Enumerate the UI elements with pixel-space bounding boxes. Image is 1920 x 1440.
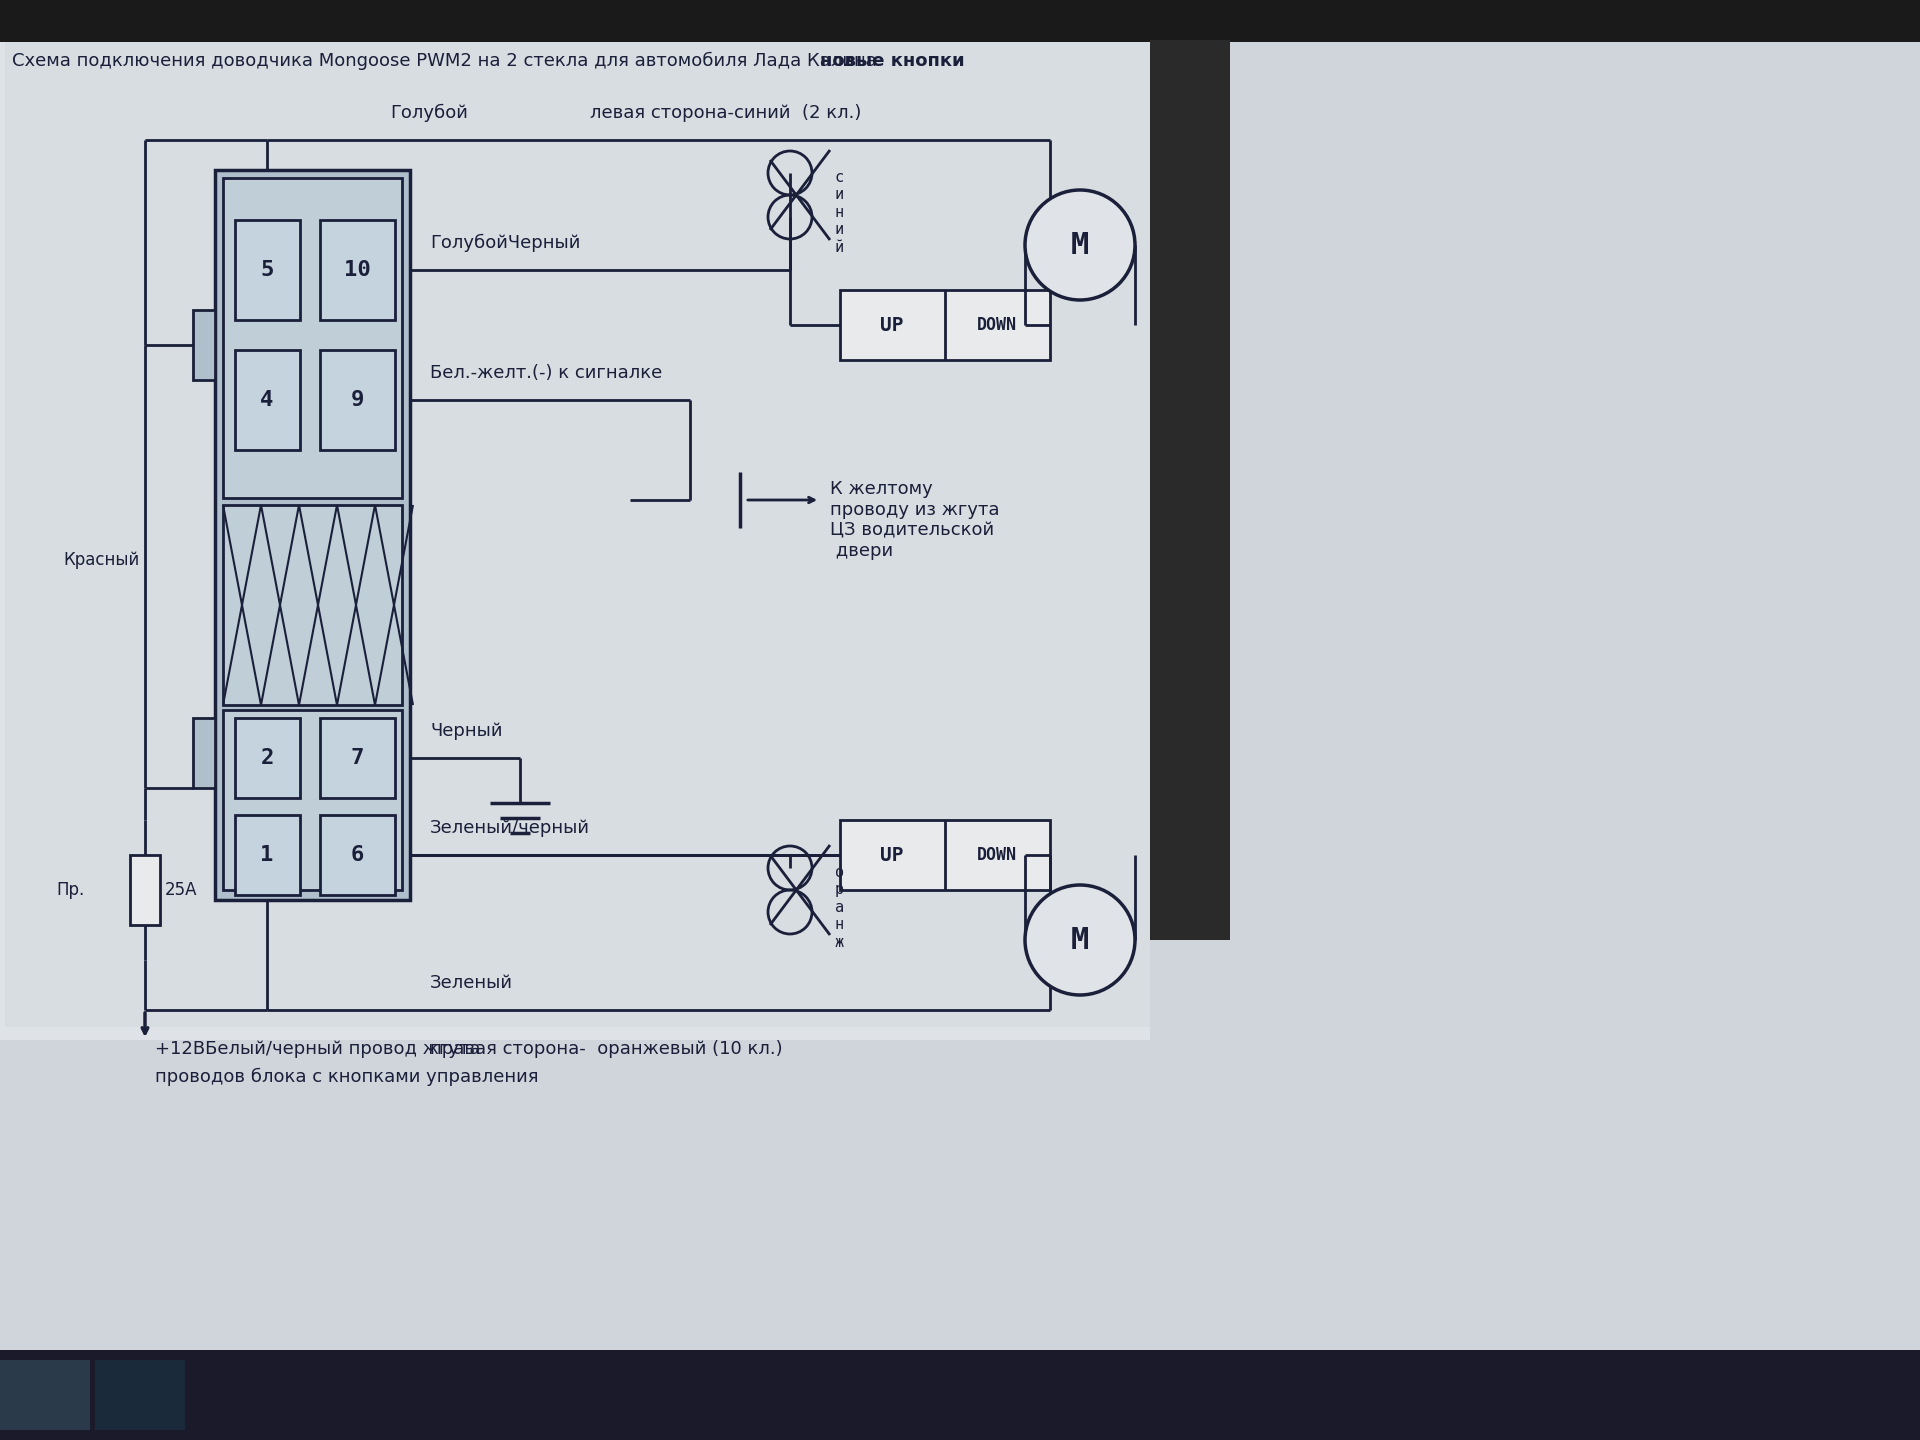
Bar xyxy=(194,719,215,788)
Text: M: M xyxy=(1071,926,1089,955)
Text: DOWN: DOWN xyxy=(977,847,1018,864)
Bar xyxy=(0,1351,1920,1440)
Bar xyxy=(234,220,300,320)
Text: +12ВБелый/черный провод жгута: +12ВБелый/черный провод жгута xyxy=(156,1040,480,1058)
Text: 2: 2 xyxy=(261,747,275,768)
Text: UP: UP xyxy=(879,315,904,334)
Bar xyxy=(223,505,401,706)
Bar xyxy=(94,1359,184,1430)
Text: 1: 1 xyxy=(261,845,275,865)
Bar xyxy=(321,350,396,451)
Bar xyxy=(841,819,1050,890)
Bar xyxy=(131,855,159,924)
Bar xyxy=(223,179,401,498)
Bar xyxy=(234,350,300,451)
Text: о
р
а
н
ж: о р а н ж xyxy=(835,865,845,949)
Bar xyxy=(841,289,1050,360)
Text: 9: 9 xyxy=(349,390,363,410)
Text: левая сторона-синий  (2 кл.): левая сторона-синий (2 кл.) xyxy=(589,104,862,122)
Text: ГолубойЧерный: ГолубойЧерный xyxy=(430,233,580,252)
Text: Голубой: Голубой xyxy=(390,104,468,122)
Bar xyxy=(321,220,396,320)
Text: Красный: Красный xyxy=(63,552,140,569)
Text: правая сторона-  оранжевый (10 кл.): правая сторона- оранжевый (10 кл.) xyxy=(430,1040,783,1058)
Text: Черный: Черный xyxy=(430,721,503,740)
Text: К желтому
проводу из жгута
ЦЗ водительской
 двери: К желтому проводу из жгута ЦЗ водительск… xyxy=(829,480,1000,560)
Text: новые кнопки: новые кнопки xyxy=(820,52,964,71)
Bar xyxy=(0,0,1920,42)
Bar xyxy=(215,170,411,900)
Text: Пр.: Пр. xyxy=(58,881,84,899)
Text: Бел.-желт.(-) к сигналке: Бел.-желт.(-) к сигналке xyxy=(430,364,662,382)
Bar xyxy=(6,42,1150,1027)
Bar xyxy=(223,710,401,890)
Circle shape xyxy=(1025,886,1135,995)
Bar xyxy=(321,719,396,798)
Bar xyxy=(321,815,396,896)
Text: M: M xyxy=(1071,230,1089,259)
Text: с
и
н
и
й: с и н и й xyxy=(835,170,845,255)
Bar xyxy=(234,719,300,798)
Text: 6: 6 xyxy=(349,845,363,865)
Text: DOWN: DOWN xyxy=(977,315,1018,334)
Bar xyxy=(0,1359,90,1430)
Text: 10: 10 xyxy=(344,261,371,279)
Bar xyxy=(1150,40,1231,940)
Text: проводов блока с кнопками управления: проводов блока с кнопками управления xyxy=(156,1068,538,1086)
Text: UP: UP xyxy=(879,845,904,864)
Text: 4: 4 xyxy=(261,390,275,410)
Text: Зеленый/черный: Зеленый/черный xyxy=(430,819,589,837)
Bar xyxy=(234,815,300,896)
Text: 25А: 25А xyxy=(165,881,198,899)
Text: 5: 5 xyxy=(261,261,275,279)
Text: Схема подключения доводчика Mongoose PWM2 на 2 стекла для автомобиля Лада Калина: Схема подключения доводчика Mongoose PWM… xyxy=(12,52,877,71)
Text: 7: 7 xyxy=(349,747,363,768)
Text: Зеленый: Зеленый xyxy=(430,973,513,992)
Bar xyxy=(0,40,1150,1040)
Bar xyxy=(194,310,215,380)
Circle shape xyxy=(1025,190,1135,300)
